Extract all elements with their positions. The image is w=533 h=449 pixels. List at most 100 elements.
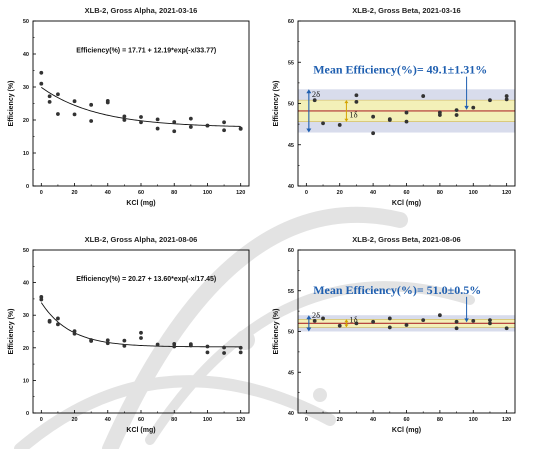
data-point — [504, 326, 509, 331]
data-point — [139, 336, 143, 340]
two-sigma-label: 2δ — [312, 310, 320, 320]
data-point — [222, 345, 226, 350]
y-tick-label: 45 — [288, 143, 294, 149]
data-point — [504, 94, 509, 98]
y-tick-label: 55 — [288, 60, 294, 66]
data-point — [188, 342, 193, 347]
data-point — [47, 319, 52, 324]
x-tick-label: 120 — [236, 417, 245, 423]
data-point — [139, 330, 143, 335]
mean-pointer-arrowhead — [464, 105, 469, 110]
data-point — [155, 126, 160, 131]
y-axis-label: Efficiency (%) — [273, 81, 280, 127]
data-point — [56, 92, 60, 97]
y-axis-label: Efficiency (%) — [273, 309, 280, 355]
x-tick-label: 60 — [138, 190, 144, 196]
data-point — [39, 297, 44, 302]
x-tick-label: 60 — [403, 190, 409, 196]
x-tick-label: 40 — [105, 417, 111, 423]
x-axis-label: KCl (mg) — [392, 427, 421, 434]
y-tick-label: 60 — [288, 248, 294, 254]
y-tick-label: 30 — [23, 85, 29, 91]
data-point — [454, 113, 459, 117]
y-tick-label: 55 — [288, 289, 294, 295]
data-point — [371, 131, 376, 136]
two-sigma-arrowhead — [306, 327, 312, 332]
data-point — [89, 339, 94, 343]
data-point — [387, 117, 392, 122]
two-sigma-arrowhead — [306, 89, 312, 94]
chart-panel-2: 0 20 40 60 80 100 120 40 45 50 55 60 XLB-2, Gross Be… — [273, 6, 516, 207]
watermark-logo — [14, 206, 475, 449]
data-point — [387, 316, 392, 321]
data-point — [404, 110, 409, 115]
data-point — [47, 99, 52, 104]
fit-curve — [40, 302, 241, 348]
data-point — [504, 97, 509, 102]
data-point — [56, 322, 60, 327]
data-point — [122, 338, 127, 343]
x-tick-label: 100 — [469, 417, 478, 423]
data-point — [354, 93, 359, 98]
watermark-arc — [145, 281, 475, 445]
x-tick-label: 100 — [203, 190, 212, 196]
one-sigma-arrowhead — [344, 324, 349, 328]
data-point — [238, 345, 243, 350]
two-sigma-arrowhead — [306, 315, 312, 320]
x-tick-label: 60 — [138, 417, 144, 423]
chart-panel-3: 0 20 40 60 80 100 120 0 10 20 30 40 50 XLB-2, Gross A… — [8, 235, 250, 434]
data-point — [172, 341, 177, 346]
data-point — [312, 319, 317, 323]
x-tick-label: 40 — [370, 417, 376, 423]
y-tick-label: 45 — [288, 370, 294, 376]
y-tick-label: 20 — [23, 118, 29, 124]
data-point — [47, 94, 52, 99]
two-sigma-arrowhead — [306, 128, 312, 133]
x-tick-label: 80 — [437, 417, 443, 423]
x-tick-label: 120 — [502, 417, 511, 423]
data-point — [139, 120, 143, 125]
data-point — [437, 110, 442, 115]
data-point — [172, 129, 177, 134]
x-tick-label: 100 — [203, 417, 212, 423]
x-tick-label: 120 — [502, 190, 511, 196]
y-tick-label: 20 — [23, 346, 29, 352]
data-point — [421, 318, 426, 322]
data-point — [205, 350, 210, 355]
data-point — [454, 108, 459, 112]
data-point — [371, 114, 376, 119]
data-point — [404, 119, 409, 124]
mean-efficiency-label: Mean Efficiency(%)= 49.1±1.31% — [313, 63, 487, 77]
data-point — [312, 98, 317, 103]
one-sigma-label: 1δ — [349, 315, 357, 325]
data-point — [222, 128, 226, 133]
x-tick-label: 20 — [71, 417, 77, 423]
y-tick-label: 0 — [26, 411, 29, 417]
data-point — [488, 321, 492, 326]
y-tick-label: 50 — [288, 330, 294, 336]
chart-panel-1: 0 20 40 60 80 100 120 0 10 20 30 40 50 XLB-2, Gross A… — [8, 6, 250, 207]
data-point — [122, 343, 127, 348]
y-tick-label: 40 — [23, 281, 29, 287]
data-point — [454, 319, 459, 324]
data-point — [205, 123, 210, 128]
x-tick-label: 0 — [305, 417, 308, 423]
data-point — [371, 319, 376, 324]
x-tick-label: 100 — [469, 190, 478, 196]
data-point — [105, 338, 110, 343]
data-point — [89, 119, 94, 123]
data-point — [72, 99, 77, 104]
chart-panel-4: 0 20 40 60 80 100 120 40 45 50 55 60 XLB-2, Gross Be… — [273, 235, 516, 434]
fit-equation: Efficiency(%) = 17.71 + 12.19*exp(-x/33.… — [76, 47, 216, 54]
data-point — [56, 112, 60, 116]
x-tick-label: 80 — [437, 190, 443, 196]
data-point — [488, 318, 492, 322]
y-tick-label: 50 — [23, 248, 29, 254]
x-tick-label: 20 — [337, 417, 343, 423]
one-sigma-arrowhead — [344, 100, 349, 104]
y-tick-label: 30 — [23, 313, 29, 319]
data-point — [155, 342, 160, 347]
data-point — [72, 112, 77, 117]
